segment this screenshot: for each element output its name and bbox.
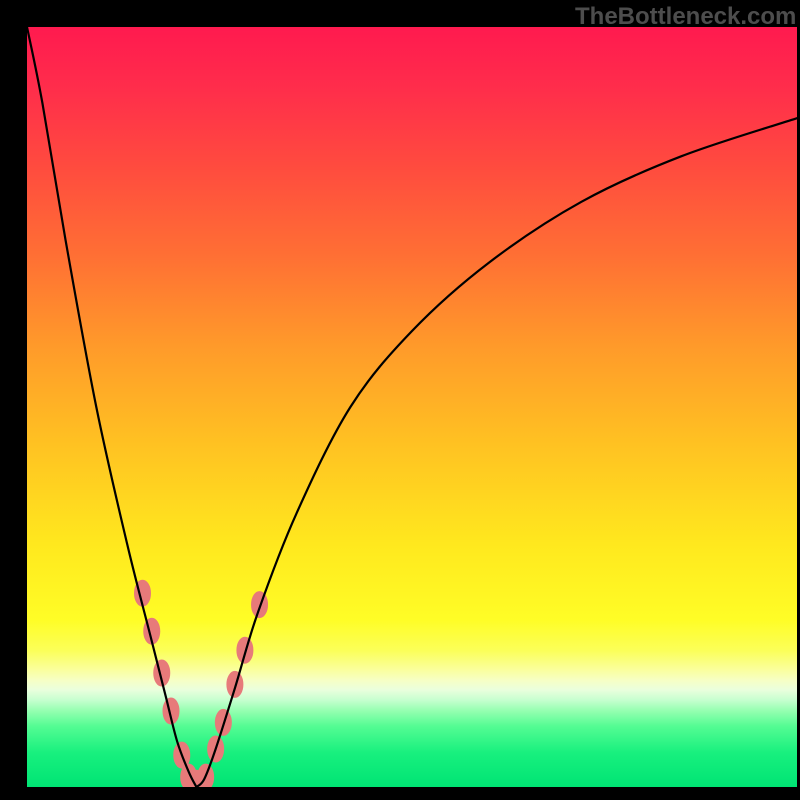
curve-right (196, 118, 797, 787)
chart-svg (27, 27, 797, 787)
watermark-text: TheBottleneck.com (575, 3, 796, 31)
marker-dot (227, 671, 243, 697)
curve-left (27, 27, 196, 787)
marker-group (135, 580, 268, 787)
plot-area (27, 27, 797, 787)
